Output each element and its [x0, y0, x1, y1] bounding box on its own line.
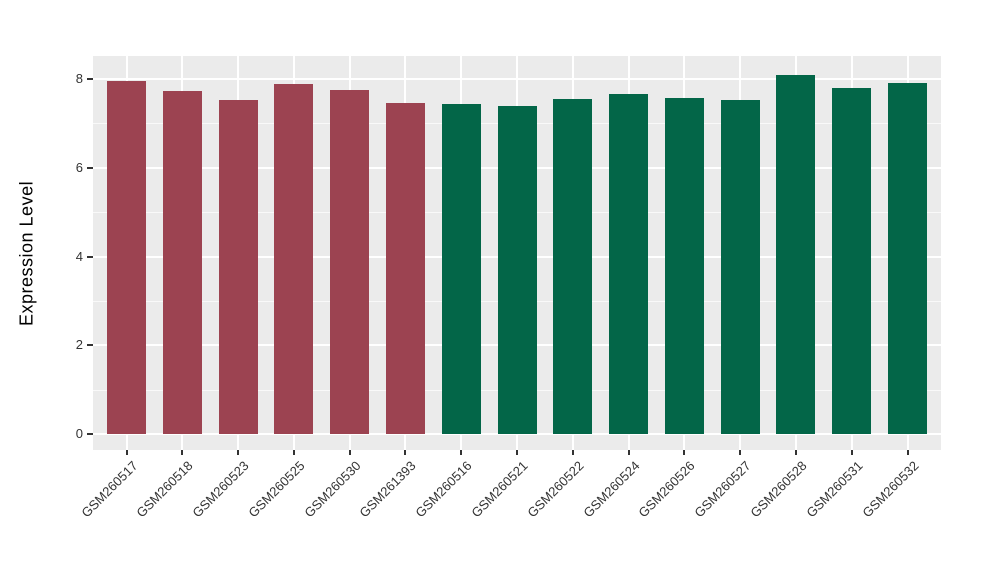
bar-GSM260526	[664, 97, 704, 434]
y-tick-mark	[87, 78, 93, 80]
x-tick-mark	[516, 450, 519, 455]
bar-GSM260523	[218, 99, 258, 434]
bar-GSM260528	[776, 74, 816, 434]
x-tick-label: GSM260526	[635, 458, 698, 521]
y-tick-mark	[87, 433, 93, 435]
bar-GSM260525	[274, 83, 314, 434]
x-tick-label: GSM260532	[858, 458, 922, 521]
x-tick-label: GSM260521	[468, 458, 531, 521]
x-tick-mark	[292, 450, 295, 455]
plot-panel	[93, 56, 941, 450]
x-tick-mark	[460, 450, 463, 455]
x-tick-mark	[125, 450, 128, 455]
x-tick-mark	[794, 450, 797, 455]
x-tick-label: GSM260527	[691, 458, 754, 521]
y-tick-label: 0	[75, 426, 83, 441]
x-tick-mark	[237, 450, 240, 455]
x-tick-label: GSM260531	[803, 458, 866, 521]
x-tick-mark	[627, 450, 630, 455]
y-tick-label: 2	[75, 337, 83, 353]
bar-GSM260516	[441, 103, 481, 434]
y-axis-title: Expression Level	[16, 180, 37, 326]
x-tick-label: GSM260528	[747, 458, 810, 521]
y-tick-label: 4	[75, 248, 83, 264]
x-tick-label: GSM260524	[579, 458, 643, 521]
bar-GSM260530	[330, 89, 370, 434]
x-tick-label: GSM261393	[356, 458, 420, 521]
x-tick-label: GSM260522	[524, 458, 587, 521]
bar-GSM260524	[609, 93, 649, 434]
x-tick-mark	[739, 450, 742, 455]
x-tick-label: GSM260518	[133, 458, 196, 521]
x-tick-mark	[404, 450, 407, 455]
bar-GSM260521	[497, 105, 537, 434]
x-tick-mark	[850, 450, 853, 455]
x-tick-label: GSM260525	[245, 458, 308, 521]
x-tick-mark	[181, 450, 184, 455]
bar-GSM260522	[553, 98, 593, 434]
y-tick-label: 8	[75, 71, 83, 86]
bar-GSM260527	[720, 99, 760, 434]
bar-GSM261393	[385, 102, 425, 434]
x-tick-mark	[348, 450, 351, 455]
bar-GSM260532	[888, 83, 928, 434]
x-tick-label: GSM260517	[77, 458, 141, 521]
x-tick-mark	[571, 450, 574, 455]
x-tick-label: GSM260530	[301, 458, 364, 521]
y-tick-mark	[87, 344, 93, 347]
x-tick-mark	[906, 450, 909, 455]
x-tick-mark	[683, 450, 686, 455]
x-tick-label: GSM260523	[189, 458, 252, 521]
bar-GSM260531	[832, 88, 872, 434]
bar-GSM260518	[162, 90, 202, 434]
x-tick-label: GSM260516	[412, 458, 475, 521]
y-tick-mark	[87, 255, 93, 258]
y-tick-mark	[87, 166, 93, 169]
bar-GSM260517	[107, 80, 146, 434]
y-tick-label: 6	[75, 159, 83, 175]
